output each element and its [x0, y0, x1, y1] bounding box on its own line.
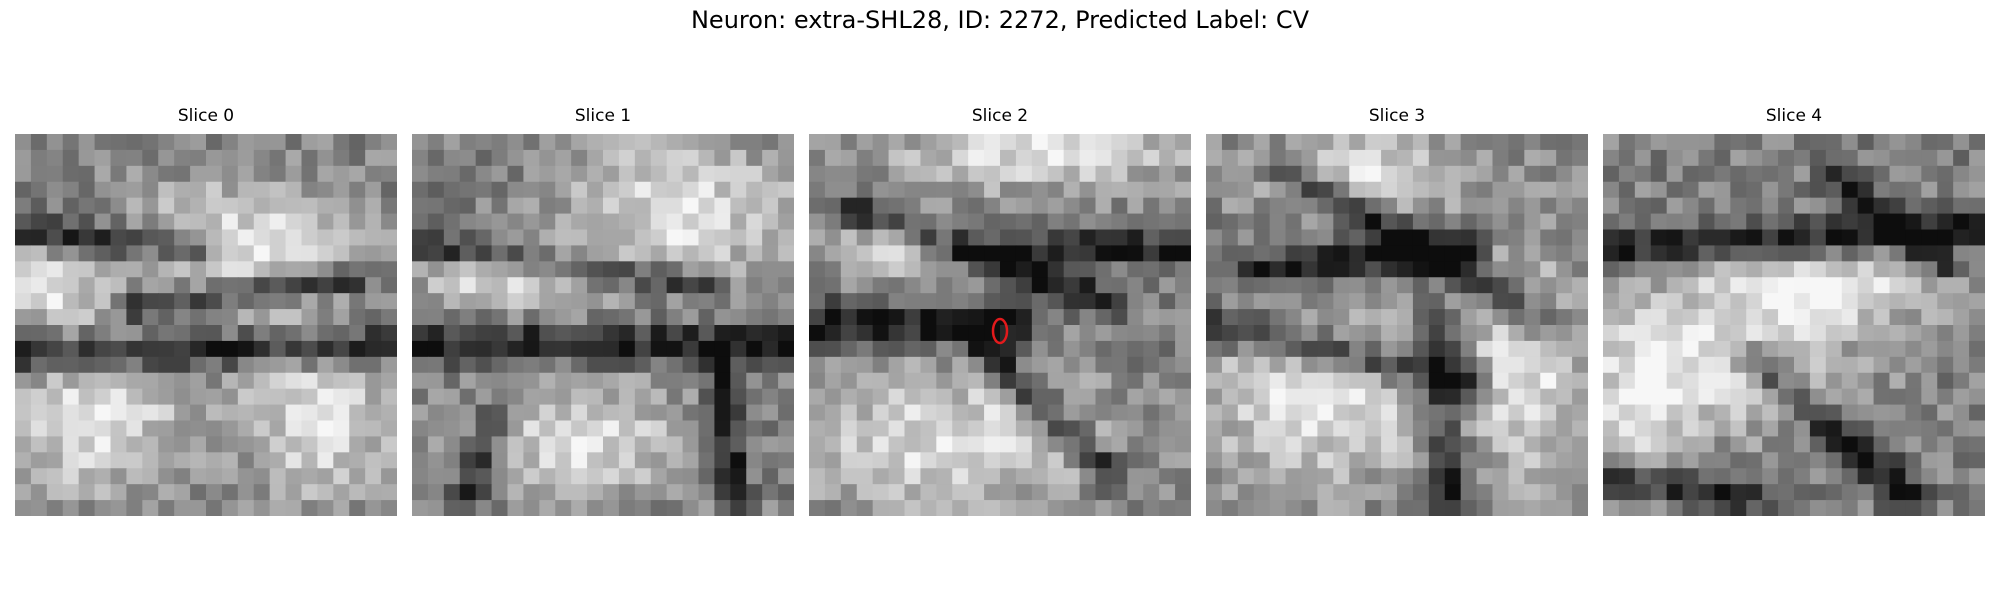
slice-image-2: [809, 134, 1191, 516]
slice-title-0: Slice 0: [177, 106, 235, 126]
slice-image-1: [412, 134, 794, 516]
location-marker: [991, 317, 1009, 345]
slice-title-4: Slice 4: [1765, 106, 1823, 126]
slice-image-3: [1206, 134, 1588, 516]
figure-title: Neuron: extra-SHL28, ID: 2272, Predicted…: [690, 6, 1310, 34]
slice-title-1: Slice 1: [574, 106, 632, 126]
slice-image-0: [15, 134, 397, 516]
slice-title-3: Slice 3: [1368, 106, 1426, 126]
slice-title-2: Slice 2: [971, 106, 1029, 126]
slice-image-4: [1603, 134, 1985, 516]
